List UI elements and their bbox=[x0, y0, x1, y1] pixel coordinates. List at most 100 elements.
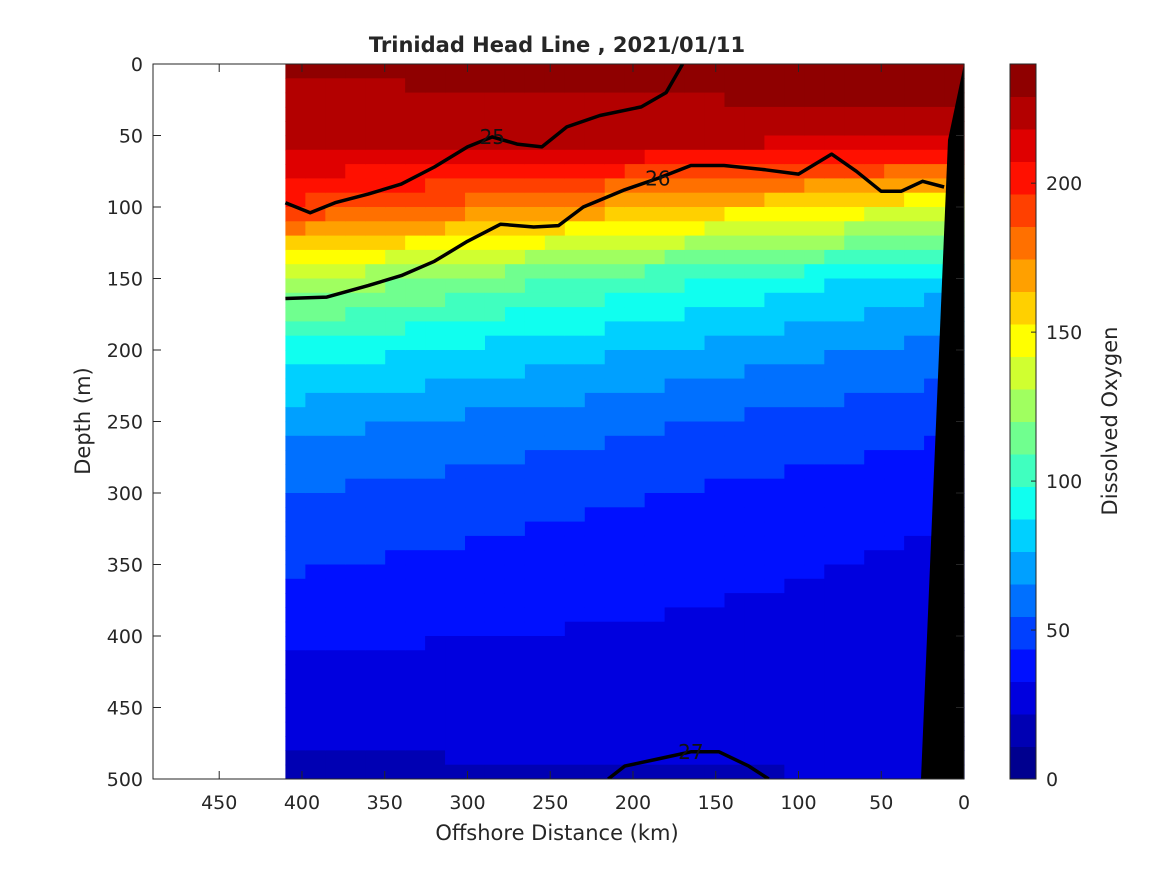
oxygen-cell bbox=[624, 264, 646, 280]
oxygen-cell bbox=[285, 478, 306, 494]
oxygen-cell bbox=[704, 435, 726, 451]
oxygen-cell bbox=[425, 578, 446, 594]
oxygen-cell bbox=[884, 378, 905, 394]
oxygen-cell bbox=[484, 578, 506, 594]
oxygen-cell bbox=[445, 321, 466, 337]
oxygen-cell bbox=[724, 707, 746, 723]
oxygen-cell bbox=[385, 192, 406, 208]
oxygen-cell bbox=[584, 364, 606, 380]
oxygen-cell bbox=[305, 307, 326, 322]
oxygen-cell bbox=[564, 106, 586, 122]
oxygen-cell bbox=[465, 307, 486, 322]
oxygen-cell bbox=[824, 478, 845, 494]
oxygen-cell bbox=[724, 178, 746, 194]
oxygen-cell bbox=[624, 392, 646, 408]
oxygen-cell bbox=[564, 550, 586, 566]
oxygen-cell bbox=[704, 207, 726, 222]
oxygen-cell bbox=[465, 707, 486, 723]
oxygen-cell bbox=[864, 135, 885, 151]
x-tick-label: 150 bbox=[698, 792, 734, 814]
oxygen-cell bbox=[584, 593, 606, 608]
oxygen-cell bbox=[345, 535, 366, 551]
oxygen-cell bbox=[864, 650, 885, 666]
oxygen-cell bbox=[305, 450, 326, 465]
oxygen-cell bbox=[644, 249, 666, 265]
oxygen-cell bbox=[744, 249, 766, 265]
oxygen-cell bbox=[904, 135, 925, 151]
oxygen-cell bbox=[824, 607, 845, 623]
oxygen-cell bbox=[624, 550, 646, 566]
oxygen-cell bbox=[644, 64, 666, 79]
oxygen-cell bbox=[824, 235, 845, 251]
oxygen-cell bbox=[624, 507, 646, 523]
oxygen-cell bbox=[305, 478, 326, 494]
oxygen-cell bbox=[764, 707, 785, 723]
oxygen-cell bbox=[465, 464, 486, 480]
oxygen-cell bbox=[864, 521, 885, 537]
oxygen-cell bbox=[425, 149, 446, 165]
oxygen-cell bbox=[604, 164, 626, 179]
oxygen-cell bbox=[724, 650, 746, 666]
oxygen-cell bbox=[884, 507, 905, 523]
oxygen-cell bbox=[285, 392, 306, 408]
oxygen-cell bbox=[504, 564, 526, 580]
oxygen-cell bbox=[744, 235, 766, 251]
oxygen-cell bbox=[724, 407, 746, 423]
oxygen-cell bbox=[924, 192, 945, 208]
oxygen-cell bbox=[405, 92, 426, 108]
oxygen-cell bbox=[385, 407, 406, 423]
oxygen-cell bbox=[904, 392, 925, 408]
oxygen-cell bbox=[884, 350, 905, 365]
oxygen-cell bbox=[864, 464, 885, 480]
oxygen-cell bbox=[604, 464, 626, 480]
oxygen-cell bbox=[804, 693, 825, 709]
oxygen-cell bbox=[864, 106, 885, 122]
oxygen-cell bbox=[425, 650, 446, 666]
oxygen-cell bbox=[864, 92, 885, 108]
oxygen-cell bbox=[484, 736, 506, 751]
oxygen-cell bbox=[365, 521, 386, 537]
oxygen-cell bbox=[425, 321, 446, 337]
oxygen-cell bbox=[824, 207, 845, 222]
oxygen-cell bbox=[924, 264, 945, 280]
oxygen-cell bbox=[624, 593, 646, 608]
oxygen-cell bbox=[405, 564, 426, 580]
oxygen-cell bbox=[544, 307, 566, 322]
oxygen-cell bbox=[724, 364, 746, 380]
oxygen-cell bbox=[704, 493, 726, 508]
oxygen-cell bbox=[784, 478, 805, 494]
oxygen-cell bbox=[325, 564, 346, 580]
oxygen-cell bbox=[325, 678, 346, 694]
oxygen-cell bbox=[664, 507, 686, 523]
oxygen-cell bbox=[724, 350, 746, 365]
oxygen-cell bbox=[864, 507, 885, 523]
oxygen-cell bbox=[544, 435, 566, 451]
oxygen-cell bbox=[584, 135, 606, 151]
oxygen-cell bbox=[385, 149, 406, 165]
oxygen-cell bbox=[764, 192, 785, 208]
oxygen-cell bbox=[484, 678, 506, 694]
oxygen-cell bbox=[864, 750, 885, 766]
oxygen-cell bbox=[664, 321, 686, 337]
oxygen-cell bbox=[305, 464, 326, 480]
oxygen-cell bbox=[305, 693, 326, 709]
oxygen-cell bbox=[445, 106, 466, 122]
oxygen-cell bbox=[704, 564, 726, 580]
oxygen-cell bbox=[425, 106, 446, 122]
oxygen-cell bbox=[744, 407, 766, 423]
oxygen-cell bbox=[325, 664, 346, 680]
oxygen-cell bbox=[604, 64, 626, 79]
oxygen-cell bbox=[305, 135, 326, 151]
oxygen-cell bbox=[784, 750, 805, 766]
oxygen-cell bbox=[644, 207, 666, 222]
oxygen-cell bbox=[904, 378, 925, 394]
oxygen-cell bbox=[524, 450, 546, 465]
oxygen-cell bbox=[544, 736, 566, 751]
oxygen-cell bbox=[844, 421, 865, 437]
oxygen-cell bbox=[524, 235, 546, 251]
oxygen-cell bbox=[784, 535, 805, 551]
colorbar-segment bbox=[1010, 161, 1036, 195]
oxygen-cell bbox=[704, 78, 726, 94]
oxygen-cell bbox=[484, 535, 506, 551]
